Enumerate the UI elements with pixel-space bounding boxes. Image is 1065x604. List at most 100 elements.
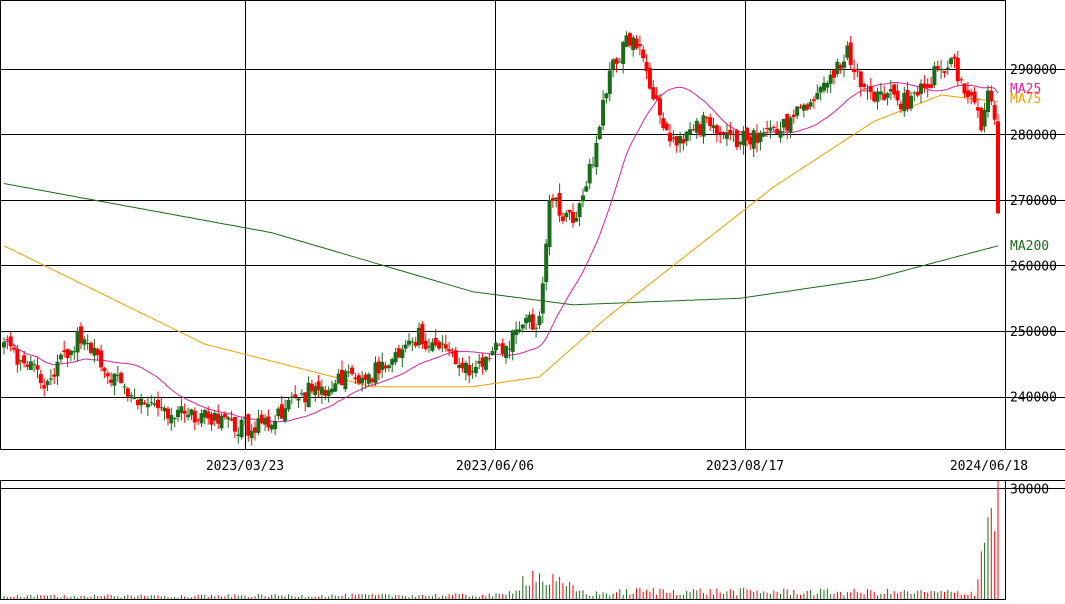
candle-body [8, 336, 13, 347]
candle-body [594, 143, 599, 168]
candle-body [862, 84, 867, 87]
candle-body [477, 361, 482, 364]
candle-body [611, 59, 616, 71]
candle-body [2, 342, 6, 348]
candle-body [805, 104, 810, 110]
candle-body [637, 44, 642, 46]
candle-body [383, 365, 388, 369]
candle-body [721, 132, 726, 134]
candle-body [202, 410, 207, 418]
candle-body [825, 83, 830, 88]
ma200-line [3, 183, 999, 306]
candle-body [246, 414, 251, 436]
candle-body [711, 125, 716, 128]
candle-body [62, 350, 67, 352]
candle-body [145, 404, 150, 408]
candle-body [296, 398, 301, 401]
candle-body [604, 93, 609, 99]
candle-body [658, 98, 662, 116]
candle-body [691, 129, 696, 131]
candle-body [216, 413, 221, 424]
candle-body [698, 124, 703, 135]
candle-body [266, 416, 271, 428]
candle-body [581, 195, 585, 202]
candle-body [370, 378, 375, 382]
candle-body [912, 92, 917, 94]
candle-body [500, 343, 505, 354]
candle-body [982, 110, 987, 127]
volume-panel-border [0, 480, 1006, 600]
candle-body [306, 382, 311, 408]
candle-body [286, 400, 291, 410]
candle-body [631, 37, 636, 50]
candle-body [99, 350, 104, 368]
ma25-label: MA25 [1010, 82, 1041, 97]
candle-body [430, 342, 435, 351]
candle-body [838, 64, 843, 69]
candle-body [102, 368, 107, 372]
candle-body [808, 102, 813, 107]
candle-body [922, 83, 927, 88]
candle-body [818, 87, 823, 93]
candle-body [514, 329, 519, 335]
candle-body [791, 114, 796, 118]
candle-body [996, 121, 1000, 214]
candle-body [959, 79, 964, 81]
candle-body [885, 93, 890, 98]
candle-body [386, 365, 391, 368]
candle-body [621, 42, 626, 64]
candle-body [510, 330, 515, 352]
candle-body [283, 408, 288, 422]
candle-body [410, 341, 415, 343]
candle-body [413, 342, 418, 346]
candle-body [226, 417, 231, 420]
candle-body [641, 49, 646, 59]
candle-body [748, 136, 753, 145]
candle-body [470, 371, 475, 373]
candle-body [801, 104, 806, 111]
candle-body [848, 42, 853, 65]
candle-body [714, 125, 719, 134]
candle-body [162, 407, 167, 412]
candle-body [149, 402, 154, 404]
candle-body [166, 408, 170, 419]
candle-body [427, 346, 431, 348]
candle-body [473, 366, 478, 374]
candle-body [986, 90, 990, 112]
candle-body [129, 395, 134, 397]
candle-body [745, 127, 749, 141]
candle-body [65, 348, 70, 359]
candle-body [975, 107, 980, 111]
price-tick-label-2: 260000 [1010, 260, 1057, 275]
candle-body [222, 413, 227, 418]
candle-body [463, 362, 468, 373]
candle-body [206, 411, 211, 419]
candle-body [627, 33, 632, 46]
candle-body [199, 413, 204, 424]
candle-body [591, 164, 595, 166]
candle-body [85, 342, 90, 344]
candle-body [898, 103, 903, 110]
candle-body [617, 61, 622, 63]
candle-body [109, 379, 114, 383]
candle-body [119, 372, 124, 383]
candle-body [326, 390, 331, 396]
candle-body [443, 344, 448, 349]
candle-body [584, 186, 589, 192]
candle-body [607, 70, 612, 94]
ma75-line [3, 94, 999, 388]
candle-body [718, 131, 723, 134]
candle-body [460, 362, 465, 369]
candle-body [403, 344, 408, 349]
candle-body [684, 131, 689, 142]
candle-body [614, 58, 619, 64]
candle-body [212, 413, 217, 421]
candle-body [373, 362, 378, 384]
candle-body [567, 209, 572, 213]
candle-body [972, 91, 977, 103]
candle-body [189, 409, 194, 416]
candle-body [363, 374, 368, 380]
candle-body [125, 388, 130, 397]
candle-body [423, 340, 428, 350]
